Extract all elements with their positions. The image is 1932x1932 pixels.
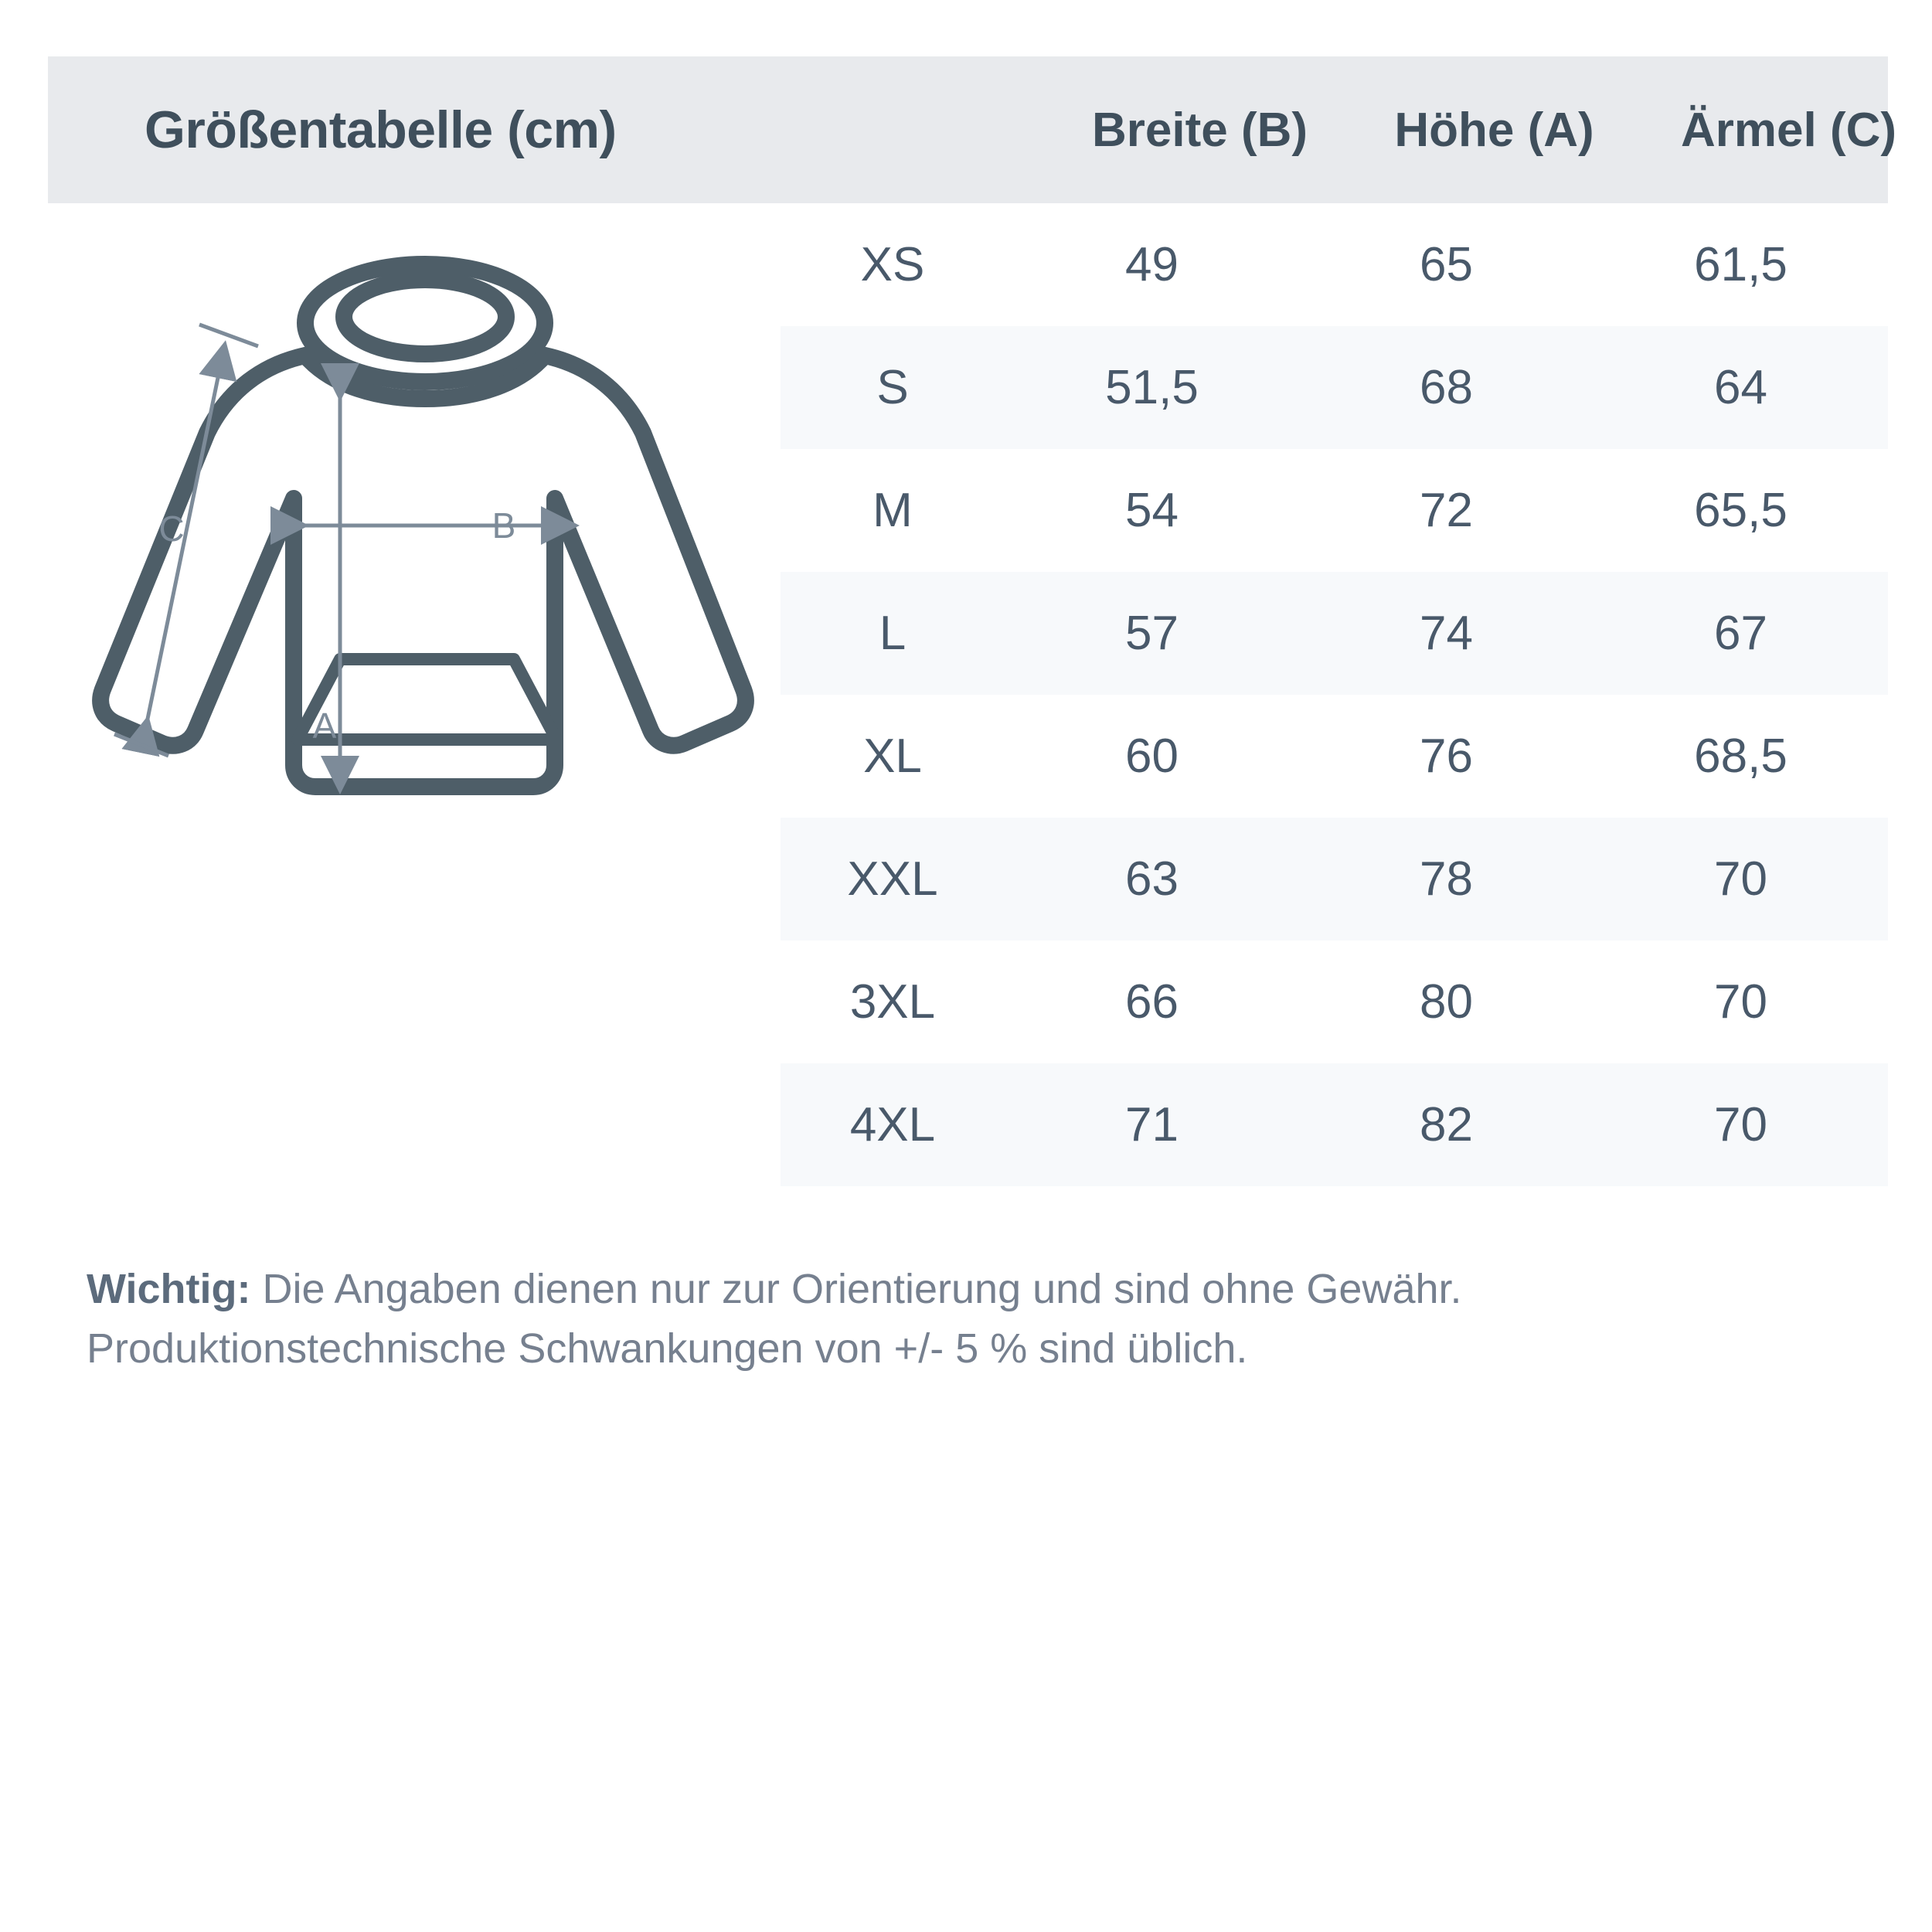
cell-aermel: 65,5 (1694, 484, 1787, 537)
cell-breite: 49 (1125, 238, 1179, 291)
cell-aermel: 61,5 (1694, 238, 1787, 291)
column-header-aermel: Ärmel (C) (1680, 103, 1897, 157)
cell-aermel: 67 (1714, 607, 1767, 660)
footnote-line-1: Die Angaben dienen nur zur Orientierung … (250, 1266, 1462, 1312)
cell-size: 3XL (849, 975, 936, 1029)
cell-hoehe: 78 (1420, 852, 1473, 906)
page-title: Größentabelle (cm) (145, 100, 617, 159)
cell-breite: 54 (1125, 484, 1179, 537)
cell-breite: 63 (1125, 852, 1179, 906)
cell-size: S (876, 361, 909, 414)
cell-size: XS (860, 238, 925, 291)
column-header-breite: Breite (B) (1091, 103, 1308, 157)
table-header-band: Größentabelle (cm) Breite (B) Höhe (A) Ä… (48, 56, 1896, 203)
table-row[interactable]: XXL 63 78 70 (781, 818, 1888, 940)
cell-aermel: 70 (1714, 975, 1767, 1029)
cell-breite: 60 (1125, 730, 1179, 783)
cell-size: 4XL (849, 1098, 936, 1151)
footnote-line-2: Produktionstechnische Schwankungen von +… (87, 1325, 1248, 1372)
size-table: XS 49 65 61,5 S 51,5 68 64 M 54 72 65,5 … (781, 203, 1888, 1186)
hoodie-diagram: A B C (70, 232, 781, 866)
cell-hoehe: 80 (1420, 975, 1473, 1029)
cell-hoehe: 76 (1420, 730, 1473, 783)
table-row[interactable]: 3XL 66 80 70 (781, 940, 1888, 1063)
cell-aermel: 70 (1714, 852, 1767, 906)
table-row[interactable]: XS 49 65 61,5 (781, 203, 1888, 326)
table-row[interactable]: S 51,5 68 64 (781, 326, 1888, 449)
table-row[interactable]: 4XL 71 82 70 (781, 1063, 1888, 1186)
cell-size: M (872, 484, 913, 537)
table-row[interactable]: XL 60 76 68,5 (781, 695, 1888, 818)
cell-hoehe: 74 (1420, 607, 1473, 660)
cell-hoehe: 65 (1420, 238, 1473, 291)
column-header-hoehe: Höhe (A) (1394, 103, 1594, 157)
cell-size: L (879, 607, 906, 660)
cell-breite: 57 (1125, 607, 1179, 660)
table-row[interactable]: L 57 74 67 (781, 572, 1888, 695)
cell-hoehe: 68 (1420, 361, 1473, 414)
footnote-label: Wichtig: (87, 1266, 251, 1312)
column-header-row: Breite (B) Höhe (A) Ärmel (C) (828, 56, 1932, 203)
cell-breite: 51,5 (1105, 361, 1199, 414)
cell-breite: 71 (1125, 1098, 1179, 1151)
table-row[interactable]: M 54 72 65,5 (781, 449, 1888, 572)
dimension-label-b: B (492, 505, 516, 546)
cell-size: XXL (847, 852, 938, 906)
cell-aermel: 70 (1714, 1098, 1767, 1151)
footnote: Wichtig: Die Angaben dienen nur zur Orie… (87, 1260, 1864, 1378)
dimension-arrow-c (114, 322, 259, 758)
cell-hoehe: 82 (1420, 1098, 1473, 1151)
cell-size: XL (863, 730, 922, 783)
cell-breite: 66 (1125, 975, 1179, 1029)
dimension-label-a: A (313, 706, 337, 746)
cell-aermel: 64 (1714, 361, 1767, 414)
cell-hoehe: 72 (1420, 484, 1473, 537)
cell-aermel: 68,5 (1694, 730, 1787, 783)
dimension-label-c: C (158, 509, 184, 549)
